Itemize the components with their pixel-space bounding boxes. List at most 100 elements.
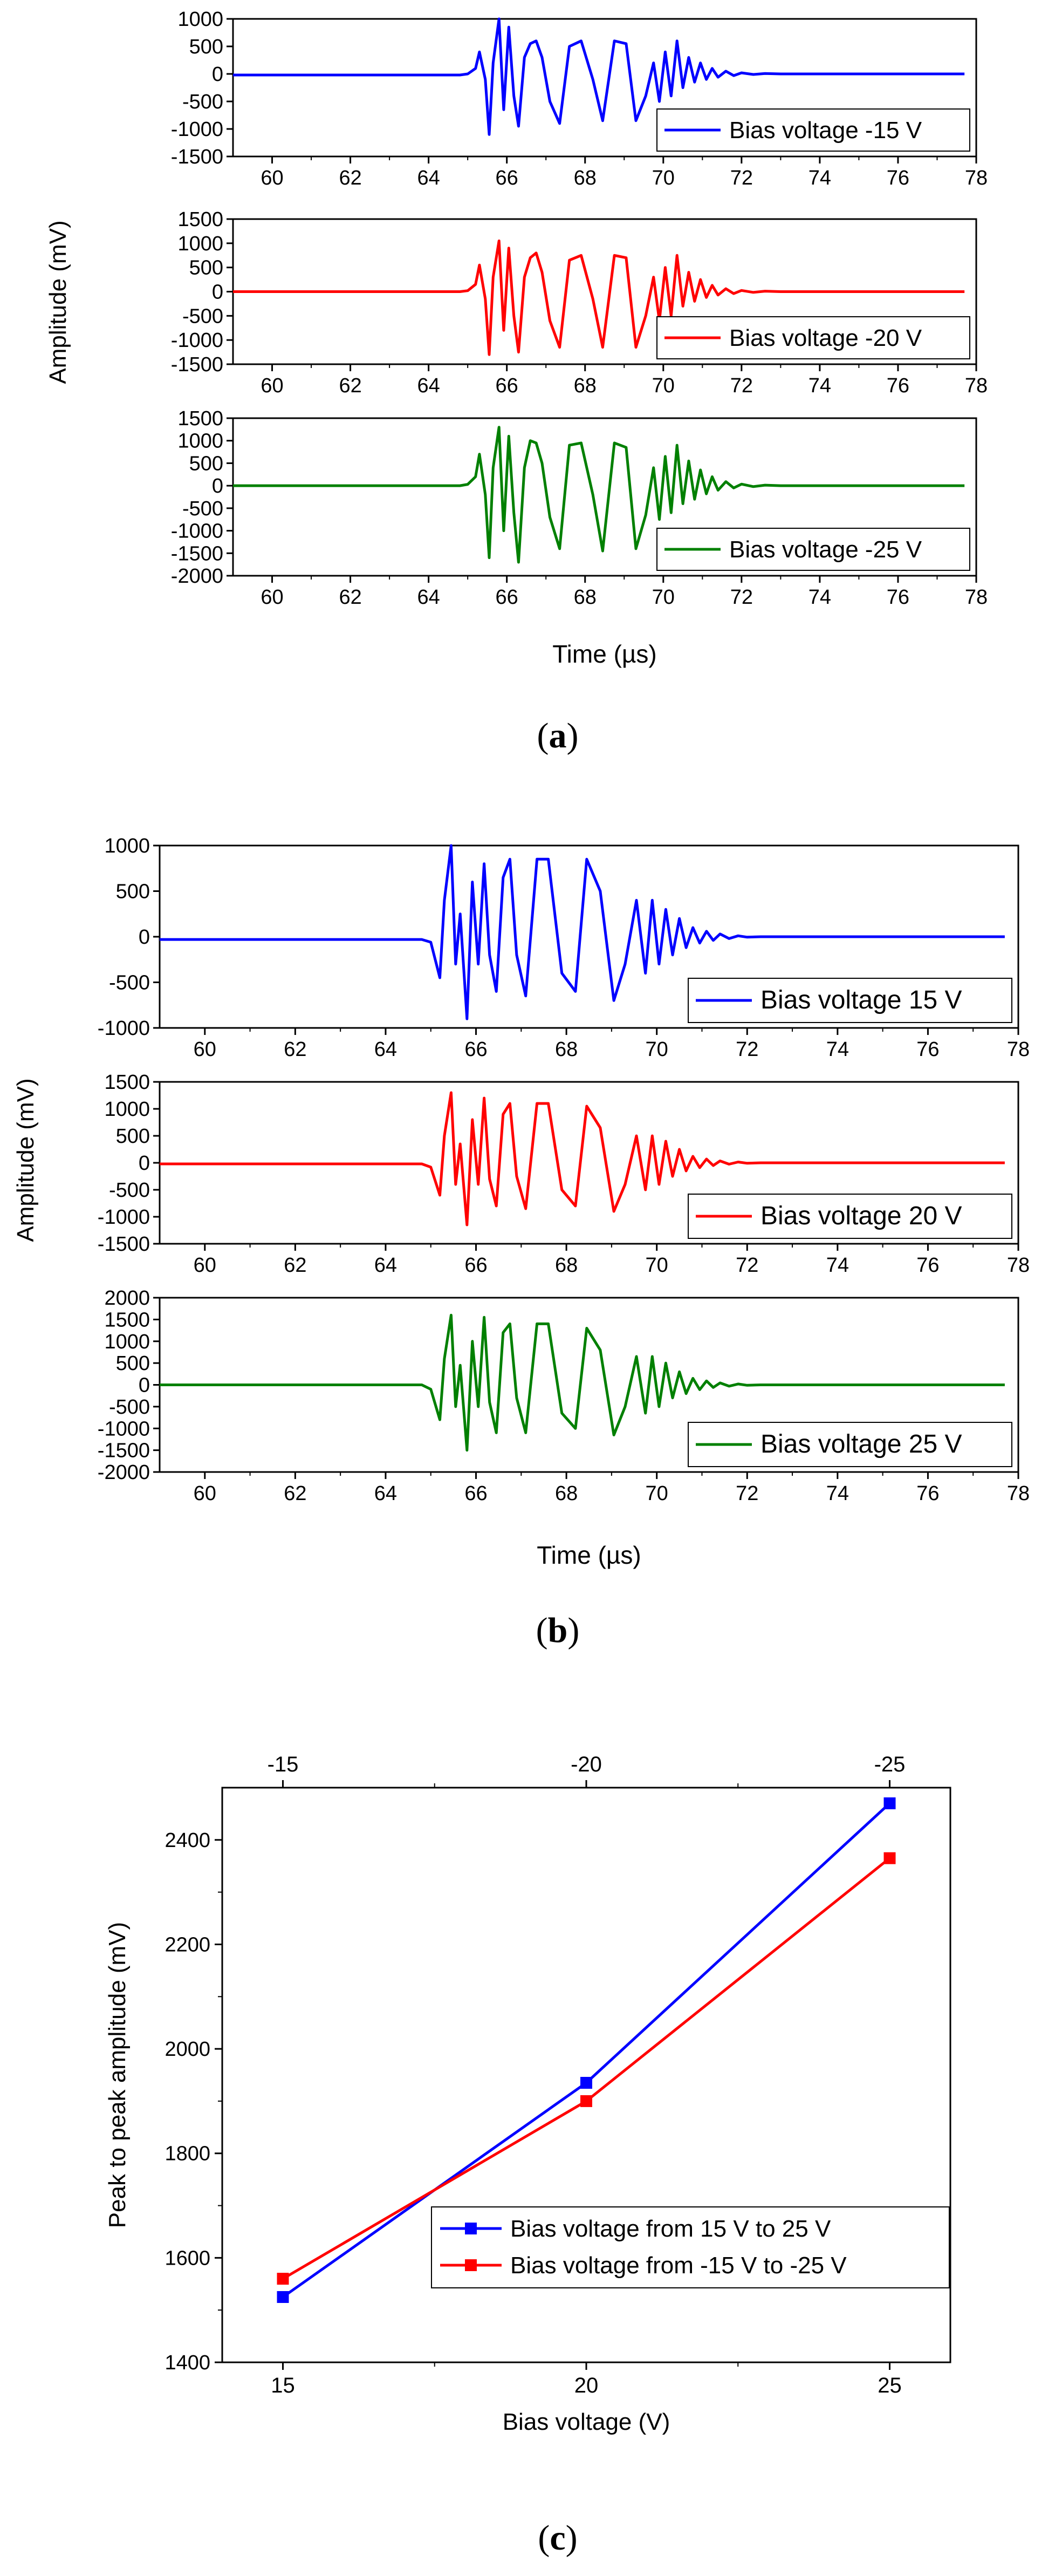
y-tick-label: 2400 (165, 1829, 210, 1852)
waveform-line (160, 844, 1005, 1020)
legend-label: Bias voltage 20 V (760, 1202, 962, 1230)
y-tick-label: -1000 (171, 520, 223, 543)
y-tick-label: 500 (116, 1125, 150, 1148)
x-tick-label: 76 (916, 1482, 939, 1505)
x-tick-label: 78 (1007, 1254, 1030, 1277)
x-tick-label: 64 (417, 586, 440, 609)
panel-b-caption: (b) (536, 1611, 580, 1650)
y-tick-label: -500 (182, 91, 223, 113)
x-tick-label: 60 (261, 586, 283, 609)
x-tick-label: 72 (736, 1254, 758, 1277)
x-tick-label: 74 (826, 1482, 849, 1505)
x-tick-label: 64 (417, 374, 440, 397)
x-tick-label: 68 (574, 374, 597, 397)
legend: Bias voltage -15 V (656, 108, 970, 152)
x-tick-label: 78 (1007, 1482, 1030, 1505)
x-tick-label: 78 (1007, 1038, 1030, 1061)
x-tick-label: 76 (887, 167, 909, 189)
x-tick-label: 78 (965, 586, 988, 609)
panel-a-caption: (a) (537, 716, 579, 755)
x-tick-label: 20 (574, 2374, 599, 2397)
x-tick-label: 60 (261, 374, 283, 397)
x-tick-label: 66 (496, 167, 518, 189)
x-tick-label: 66 (464, 1254, 487, 1277)
x-tick-label: 64 (374, 1038, 397, 1061)
y-tick-label: -1500 (98, 1233, 150, 1256)
x-tick-label: 76 (916, 1038, 939, 1061)
x-tick-label: 60 (194, 1254, 216, 1277)
plot-frame (232, 417, 977, 577)
legend-label: Bias voltage -25 V (729, 536, 922, 563)
legend-label: Bias voltage 25 V (760, 1430, 962, 1459)
legend-label: Bias voltage -15 V (729, 117, 922, 144)
x-tick-label: 70 (652, 374, 675, 397)
y-tick-label: 1000 (104, 1098, 150, 1121)
x-tick-label: 70 (652, 586, 675, 609)
x-tick-label: 74 (826, 1038, 849, 1061)
x-tick-label: 78 (965, 167, 988, 189)
legend-label: Bias voltage 15 V (760, 986, 962, 1014)
x-tick-label: 68 (555, 1038, 578, 1061)
x-tick-label: 15 (271, 2374, 295, 2397)
x-axis-label: Time (µs) (552, 640, 656, 668)
legend: Bias voltage 25 V (688, 1422, 1012, 1467)
x-tick-label: 76 (887, 374, 909, 397)
y-tick-label: -500 (109, 972, 150, 994)
x-axis-label: Time (µs) (537, 1541, 641, 1569)
x-tick-label: 70 (646, 1254, 668, 1277)
waveform-line (233, 239, 965, 356)
x-tick-label: 66 (496, 586, 518, 609)
y-tick-label: 1500 (177, 208, 223, 231)
x-tick-label: 64 (374, 1254, 397, 1277)
data-point-marker (277, 2291, 289, 2303)
subplot-1: 1000 500 0 -500 -1000 60 62 64 66 68 70 72 74 76 78 Bia… (98, 835, 1030, 1061)
y-tick-label: 1400 (165, 2352, 210, 2374)
y-tick-label: 500 (116, 1352, 150, 1375)
x-tick-label: 68 (574, 586, 597, 609)
x-tick-label: 76 (916, 1254, 939, 1277)
data-point-marker (883, 1797, 896, 1810)
y-tick-label: -2000 (98, 1461, 150, 1484)
x-tick-label: 62 (284, 1254, 306, 1277)
x-tick-label: 72 (730, 586, 753, 609)
x-tick-label: 62 (339, 167, 361, 189)
data-point-marker (883, 1852, 896, 1864)
y-tick-label: 500 (189, 36, 223, 58)
y-tick-label: -1000 (98, 1418, 150, 1440)
y-tick-label: 2000 (104, 1287, 150, 1310)
data-point-marker (580, 2077, 592, 2089)
y-axis-label: Amplitude (mV) (12, 1078, 39, 1242)
legend-box (431, 2206, 950, 2288)
x-tick-label: 76 (887, 586, 909, 609)
data-point-marker (580, 2095, 592, 2107)
y-tick-label: -1500 (171, 353, 223, 376)
legend: Bias voltage -25 V (656, 528, 970, 571)
legend-box (656, 108, 970, 152)
y-tick-label: 0 (212, 281, 223, 304)
y-tick-label: -500 (109, 1179, 150, 1202)
y-tick-label: 1500 (104, 1071, 150, 1094)
y-tick-label: -1500 (171, 542, 223, 565)
y-tick-label: -500 (182, 498, 223, 520)
panel-a-caption-letter: a (549, 716, 567, 755)
legend: Bias voltage -20 V (656, 316, 970, 359)
x-tick-label: 72 (736, 1482, 758, 1505)
y-tick-label: 0 (139, 1152, 150, 1175)
legend-label: Bias voltage from -15 V to -25 V (510, 2252, 847, 2279)
x-tick-label: 74 (826, 1254, 849, 1277)
top-x-tick-label: -25 (874, 1753, 906, 1776)
y-tick-label: 500 (116, 881, 150, 903)
top-x-tick-label: -15 (268, 1753, 299, 1776)
y-tick-label: -1500 (171, 146, 223, 168)
panel-b-caption-letter: b (548, 1611, 568, 1650)
x-tick-label: 62 (339, 374, 361, 397)
x-tick-label: 64 (374, 1482, 397, 1505)
x-tick-label: 62 (339, 586, 361, 609)
x-tick-label: 62 (284, 1482, 306, 1505)
y-tick-label: -1500 (98, 1440, 150, 1462)
plot-frame (232, 18, 977, 158)
waveform-line (233, 426, 965, 564)
